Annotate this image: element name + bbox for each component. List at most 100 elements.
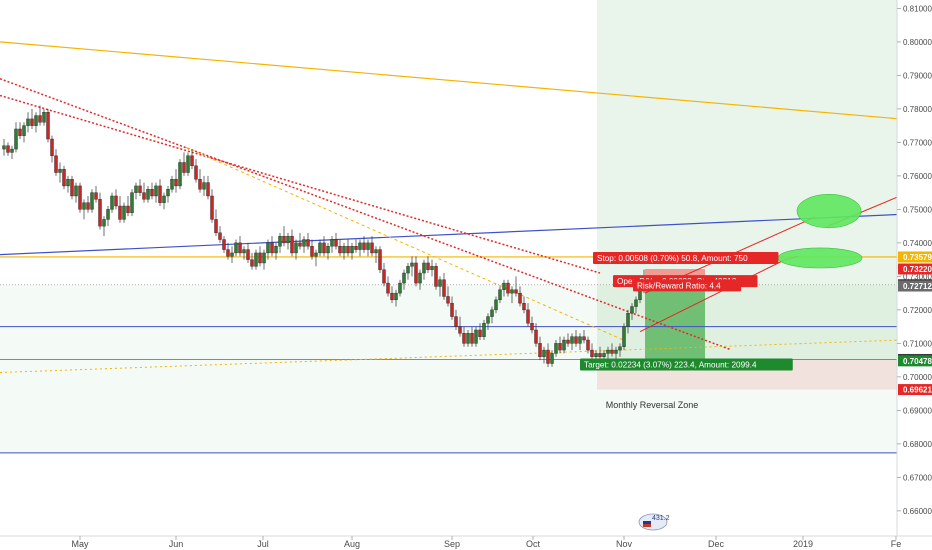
candle-body-6 <box>26 118 30 126</box>
candle-body-7 <box>30 118 34 126</box>
candle-body-30 <box>122 205 126 220</box>
candle-body-133 <box>534 329 538 344</box>
candle-body-72 <box>290 235 294 254</box>
candle-body-147 <box>590 349 594 357</box>
candle-body-62 <box>250 259 254 267</box>
candle-body-51 <box>206 182 210 197</box>
candle-body-49 <box>198 179 202 190</box>
candle-body-84 <box>338 246 342 254</box>
candle-body-87 <box>350 246 354 254</box>
candle-body-78 <box>314 252 318 257</box>
candle-body-55 <box>222 239 226 250</box>
candle-body-70 <box>282 235 286 244</box>
candle-body-119 <box>478 329 482 337</box>
candle-body-104 <box>418 272 422 284</box>
y-tick-label-1: 0.80000 <box>903 38 932 47</box>
candle-body-141 <box>566 339 570 344</box>
candle-body-29 <box>118 205 122 220</box>
candle-body-146 <box>586 339 590 351</box>
candle-body-89 <box>358 242 362 250</box>
price-tag-label-3: 0.72712 <box>903 282 932 291</box>
candle-body-20 <box>82 202 86 210</box>
candle-body-23 <box>94 192 98 200</box>
candle-body-109 <box>438 279 442 287</box>
candle-body-157 <box>630 306 634 314</box>
x-tick-label-6: Nov <box>616 539 633 549</box>
y-tick-label-5: 0.76000 <box>903 172 932 181</box>
price-tag-bg-3 <box>898 280 932 292</box>
y-tick-label-8: 0.73000 <box>903 272 932 281</box>
candle-body-114 <box>458 326 462 334</box>
price-axis[interactable]: 0.81000 0.80000 0.79000 0.78000 0.77000 0.760… <box>896 0 932 536</box>
candle-body-95 <box>382 269 386 284</box>
candle-body-40 <box>162 195 166 203</box>
x-tick-label-8: 2019 <box>793 539 813 549</box>
annotations: Stop: 0.00508 (0.70%) 50.8, Amount: 750O… <box>580 251 793 371</box>
candle-body-25 <box>102 219 106 227</box>
candle-body-134 <box>538 343 542 357</box>
candle-body-120 <box>482 323 486 337</box>
candles <box>2 105 646 367</box>
candle-body-92 <box>370 242 374 254</box>
candle-body-112 <box>450 302 454 317</box>
candle-body-98 <box>394 292 398 301</box>
candle-body-75 <box>302 239 306 247</box>
candle-body-99 <box>398 282 402 294</box>
y-tick-label-4: 0.77000 <box>903 138 932 147</box>
candle-body-122 <box>490 309 494 317</box>
candle-body-79 <box>318 242 322 254</box>
candle-body-154 <box>618 346 622 351</box>
candle-body-151 <box>606 349 610 354</box>
candle-body-155 <box>622 326 626 347</box>
candle-body-96 <box>386 282 390 294</box>
time-axis[interactable]: May Jun Jul Aug Sep Oct Nov Dec 2019 Fe <box>0 535 932 550</box>
candle-body-127 <box>510 289 514 294</box>
price-tags: 0.735790.732200.727500.727120.705200.704… <box>898 251 932 396</box>
candle-body-42 <box>170 179 174 190</box>
annotation-bg-2 <box>633 279 742 292</box>
candle-body-26 <box>106 209 110 220</box>
candle-body-145 <box>582 336 586 341</box>
candle-body-80 <box>322 242 326 254</box>
trend-line-2 <box>0 78 731 351</box>
candle-body-9 <box>38 115 42 123</box>
candle-body-36 <box>146 189 150 200</box>
candle-body-17 <box>70 179 74 197</box>
price-tag-label-1: 0.73220 <box>903 265 932 274</box>
candle-body-115 <box>462 333 466 344</box>
candle-body-3 <box>14 128 18 150</box>
time-axis-bg <box>0 536 932 550</box>
candle-body-116 <box>466 333 470 344</box>
candle-body-56 <box>226 249 230 257</box>
candle-body-131 <box>526 309 530 324</box>
candle-body-111 <box>446 296 450 304</box>
candle-body-2 <box>10 148 14 153</box>
candle-body-102 <box>410 262 414 267</box>
candle-body-110 <box>442 279 446 297</box>
zones <box>0 0 932 453</box>
candle-body-149 <box>598 353 602 357</box>
candle-body-58 <box>234 242 238 254</box>
candle-body-31 <box>126 205 130 213</box>
candle-body-39 <box>158 185 162 203</box>
candle-body-86 <box>346 246 350 254</box>
x-tick-label-7: Dec <box>708 539 725 549</box>
x-tick-label-1: Jun <box>169 539 184 549</box>
candle-body-13 <box>54 155 58 173</box>
candle-body-144 <box>578 336 582 344</box>
candle-body-19 <box>78 185 82 210</box>
candle-body-143 <box>574 336 578 344</box>
candle-body-61 <box>246 249 250 260</box>
candle-body-124 <box>498 289 502 301</box>
y-tick-label-6: 0.75000 <box>903 205 932 214</box>
candle-body-118 <box>474 329 478 344</box>
y-tick-label-0: 0.81000 <box>903 4 932 13</box>
price-tag-label-6: 0.69621 <box>903 386 932 395</box>
tradingview-logo[interactable]: 431.2 <box>638 513 670 531</box>
candle-body-126 <box>506 282 510 294</box>
annotation-label-0: Stop: 0.00508 (0.70%) 50.8, Amount: 750 <box>597 254 748 263</box>
candle-body-113 <box>454 316 458 327</box>
candle-body-38 <box>154 185 158 197</box>
y-tick-label-13: 0.68000 <box>903 440 932 449</box>
